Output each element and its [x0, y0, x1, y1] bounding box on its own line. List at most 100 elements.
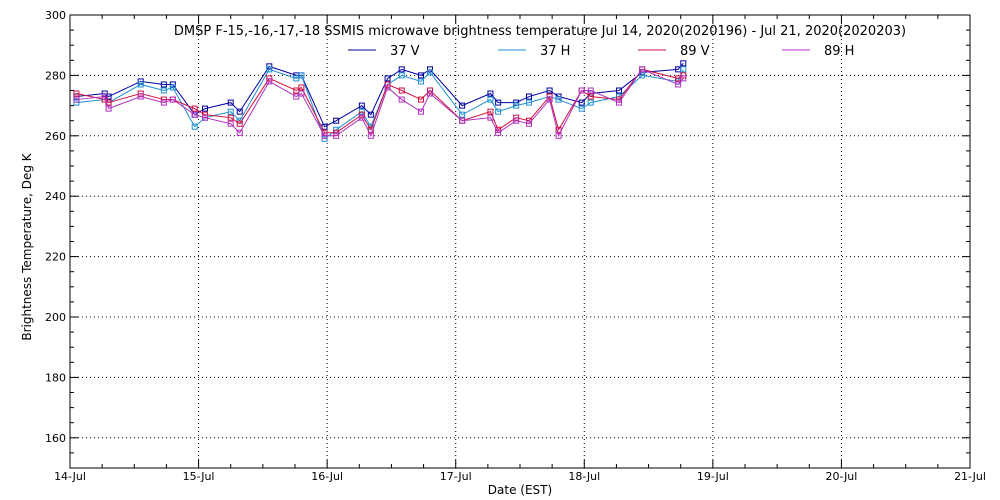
- data-point: [398, 66, 405, 73]
- axis-layer: 14-Jul 15-Jul 16-Jul 17-Jul 18-Jul 19-Jul 20-J…: [45, 9, 986, 483]
- data-point: [137, 78, 144, 85]
- y-tick-label: 200: [45, 311, 66, 324]
- data-point: [298, 72, 305, 79]
- legend-entry: 89 H: [782, 44, 854, 59]
- data-point: [73, 96, 80, 103]
- data-point: [169, 96, 176, 103]
- series-89-h: [73, 66, 687, 139]
- x-tick-label: 20-Jul: [825, 470, 857, 483]
- data-point: [101, 93, 108, 100]
- data-point: [546, 96, 553, 103]
- data-point: [101, 90, 108, 97]
- data-point: [398, 87, 405, 94]
- data-point: [578, 87, 585, 94]
- data-point: [418, 108, 424, 115]
- y-tick-label: 280: [45, 69, 66, 82]
- data-point: [675, 81, 682, 88]
- data-point: [587, 87, 594, 94]
- data-point: [487, 96, 494, 103]
- data-point: [191, 111, 198, 118]
- data-point: [321, 132, 328, 139]
- data-point: [427, 90, 433, 97]
- data-point: [587, 99, 594, 106]
- data-point: [680, 66, 687, 73]
- data-point: [418, 78, 424, 85]
- data-point: [555, 96, 562, 103]
- legend-label: 37 H: [540, 44, 570, 59]
- data-point: [367, 132, 374, 139]
- data-point: [321, 135, 328, 142]
- data-point: [293, 87, 300, 94]
- data-point: [526, 120, 532, 127]
- data-point: [169, 84, 176, 91]
- data-point: [227, 108, 234, 115]
- data-point: [202, 114, 208, 121]
- data-point: [191, 123, 198, 130]
- data-point: [293, 93, 300, 100]
- x-tick-label: 18-Jul: [568, 470, 600, 483]
- data-point: [236, 108, 243, 115]
- data-point: [298, 84, 305, 91]
- data-point: [358, 102, 365, 109]
- data-point: [202, 105, 208, 112]
- x-tick-label: 14-Jul: [54, 470, 86, 483]
- data-point: [513, 102, 520, 109]
- data-point: [137, 90, 144, 97]
- data-point: [639, 72, 646, 79]
- data-point: [459, 111, 466, 118]
- data-point: [227, 99, 234, 106]
- data-point: [578, 99, 585, 106]
- data-point: [459, 117, 466, 124]
- data-point: [546, 87, 553, 94]
- data-point: [680, 75, 687, 82]
- data-point: [160, 99, 167, 106]
- data-point: [384, 84, 391, 91]
- y-axis-title: Brightness Temperature, Deg K: [20, 152, 34, 340]
- legend-entry: 37 V: [348, 44, 420, 59]
- data-point: [513, 99, 520, 106]
- series-line: [76, 68, 684, 138]
- data-point: [191, 105, 198, 112]
- data-point: [105, 105, 112, 112]
- data-point: [639, 66, 646, 73]
- data-point: [398, 96, 405, 103]
- data-point: [526, 93, 532, 100]
- data-point: [293, 75, 300, 82]
- data-point: [587, 93, 594, 100]
- data-point: [160, 81, 167, 88]
- data-point: [513, 117, 520, 124]
- data-point: [495, 99, 502, 106]
- data-point: [487, 90, 494, 97]
- grid-layer: [70, 15, 970, 468]
- data-point: [137, 81, 144, 88]
- data-point: [578, 105, 585, 112]
- data-point: [495, 129, 502, 136]
- x-tick-label: 16-Jul: [311, 470, 343, 483]
- y-tick-label: 260: [45, 130, 66, 143]
- legend-label: 89 V: [680, 44, 710, 59]
- x-tick-label: 17-Jul: [440, 470, 472, 483]
- data-point: [105, 93, 112, 100]
- data-point: [459, 102, 466, 109]
- data-point: [236, 120, 243, 127]
- data-point: [384, 75, 391, 82]
- data-point: [227, 114, 234, 121]
- legend-label: 89 H: [824, 44, 854, 59]
- data-point: [487, 108, 494, 115]
- data-point: [526, 99, 532, 106]
- data-point: [73, 99, 80, 106]
- data-point: [398, 72, 405, 79]
- data-point: [616, 87, 622, 94]
- data-point: [333, 117, 340, 124]
- y-tick-label: 180: [45, 371, 66, 384]
- series-layer: [73, 60, 687, 142]
- data-point: [495, 108, 502, 115]
- data-point: [680, 60, 687, 67]
- data-point: [266, 66, 273, 73]
- data-point: [418, 96, 424, 103]
- legend: 37 V 37 H 89 V 89 H: [348, 44, 854, 59]
- series-line: [76, 68, 684, 134]
- x-tick-label: 21-Jul: [954, 470, 986, 483]
